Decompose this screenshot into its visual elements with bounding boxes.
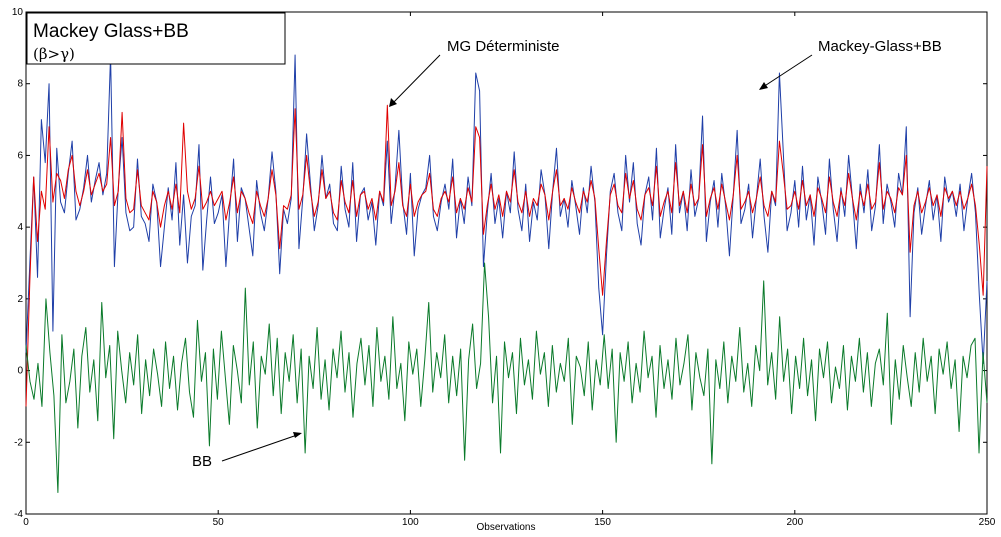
y-tick-label: 2: [17, 294, 23, 305]
x-tick-label: 150: [594, 517, 611, 528]
annotation-mackey-glass-bb: Mackey-Glass+BB: [759, 38, 942, 90]
x-tick-label: 100: [402, 517, 419, 528]
legend-subtitle: (β>γ): [33, 45, 75, 63]
annotation-bb: BB: [192, 432, 302, 470]
series-mg-deterministe-line: [25, 104, 988, 407]
legend-title: Mackey Glass+BB: [33, 21, 189, 42]
x-tick-label: 200: [786, 517, 803, 528]
y-tick-label: -2: [14, 437, 23, 448]
series-group: [25, 54, 988, 493]
annotation-mg-deterministe: MG Déterministe: [389, 38, 560, 107]
axis-ticks: 0 50 100 150 200 250 -4 -2 0 2 4 6 8 10: [12, 7, 996, 528]
x-axis-label: Observations: [477, 522, 536, 533]
x-tick-label: 250: [979, 517, 996, 528]
series-bb-line: [25, 262, 988, 493]
y-tick-label: 0: [17, 366, 23, 377]
svg-text:MG Déterministe: MG Déterministe: [447, 38, 560, 55]
y-tick-label: 6: [17, 150, 23, 161]
y-tick-label: 8: [17, 79, 23, 90]
y-tick-label: 10: [12, 7, 24, 18]
plot-area: [25, 11, 988, 515]
svg-text:Mackey-Glass+BB: Mackey-Glass+BB: [818, 38, 942, 55]
x-tick-label: 0: [23, 517, 29, 528]
legend-box: Mackey Glass+BB (β>γ): [26, 12, 286, 65]
y-tick-label: -4: [14, 509, 23, 520]
y-tick-label: 4: [17, 222, 23, 233]
svg-text:BB: BB: [192, 453, 212, 470]
x-tick-label: 50: [213, 517, 225, 528]
